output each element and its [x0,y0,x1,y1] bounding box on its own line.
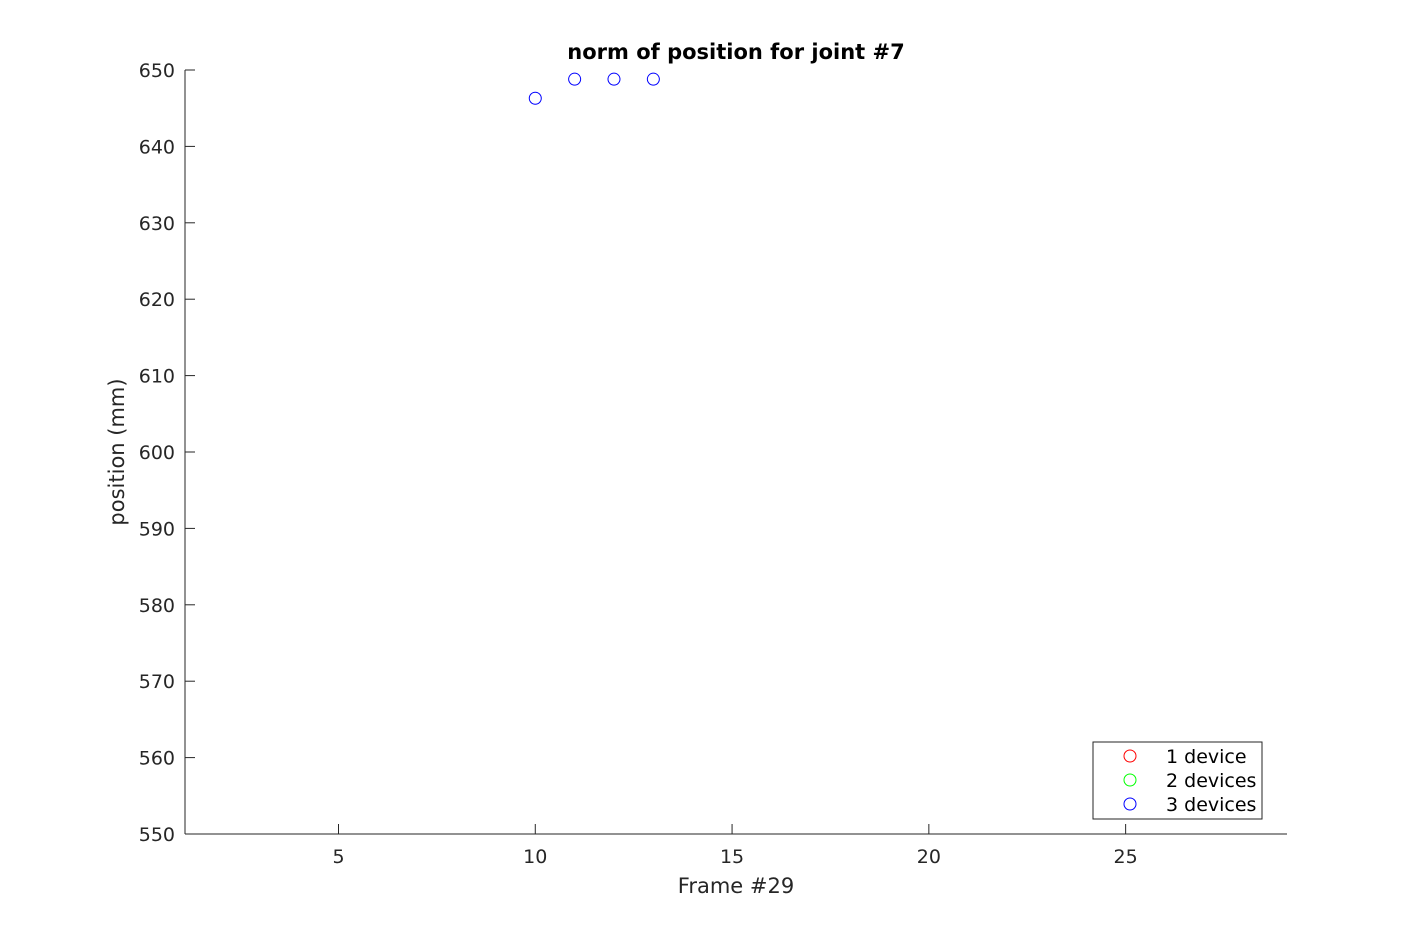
x-tick-label: 15 [720,846,744,868]
x-tick-label: 25 [1114,846,1138,868]
chart-title: norm of position for joint #7 [567,40,904,64]
axes [184,70,1287,835]
y-tick-label: 570 [139,671,175,693]
legend-marker [1123,797,1137,811]
legend-entry: 1 device [1166,746,1247,768]
data-point [528,91,542,105]
legend-entry: 3 devices [1166,794,1256,816]
data-points [528,72,660,105]
y-tick-label: 640 [139,136,175,158]
y-tick-label: 610 [139,366,175,388]
y-tick-label: 630 [139,213,175,235]
y-tick-label: 590 [139,518,175,540]
data-point [607,72,621,86]
x-ticks: 5 10 15 20 25 [332,824,1138,868]
y-tick-label: 600 [139,442,175,464]
legend-marker [1123,749,1137,763]
x-tick-label: 10 [523,846,547,868]
legend-box [1092,741,1263,820]
x-tick-label: 5 [332,846,344,868]
y-tick-label: 560 [139,748,175,770]
x-tick-label: 20 [917,846,941,868]
data-point [646,72,660,86]
x-axis-label: Frame #29 [678,874,794,898]
y-tick-label: 650 [139,60,175,82]
legend-entry: 2 devices [1166,770,1256,792]
y-ticks: 550 560 570 580 590 600 610 620 630 640 650 [139,60,195,846]
y-tick-label: 580 [139,595,175,617]
y-tick-label: 550 [139,824,175,846]
legend-marker [1123,773,1137,787]
y-tick-label: 620 [139,289,175,311]
y-axis-label: position (mm) [105,378,129,525]
data-point [568,72,582,86]
